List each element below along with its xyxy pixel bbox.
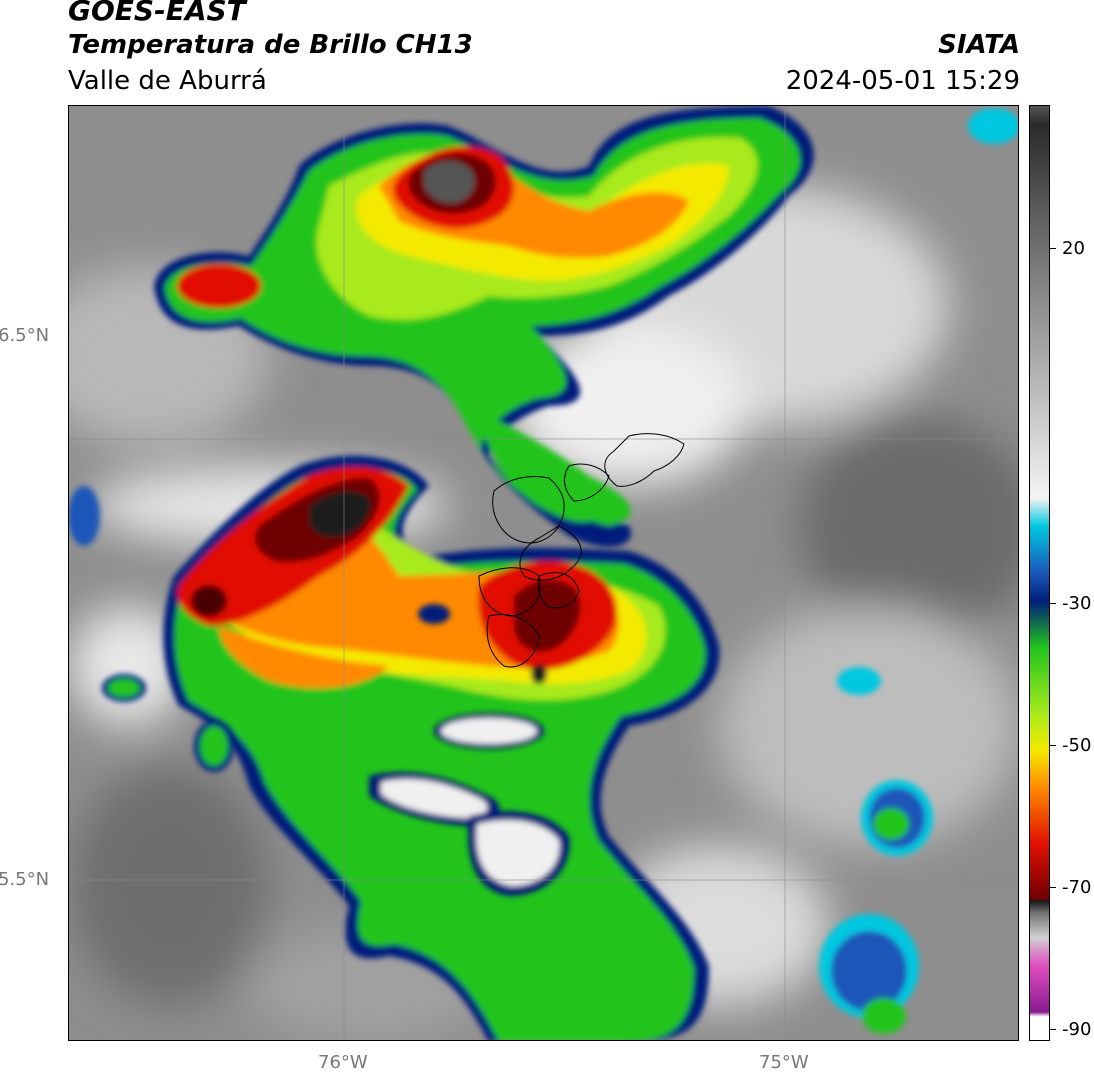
south-darkred-east (514, 579, 581, 652)
boundary-south-3 (537, 572, 580, 609)
hole-1-inner (441, 718, 537, 744)
boundary-south-2 (486, 613, 540, 668)
municipal-boundaries (478, 433, 685, 668)
isolated-cells (69, 108, 1018, 1034)
boundary-central (519, 525, 582, 581)
north-grey-overshoot (424, 161, 475, 204)
cb-tick-minus90 (1050, 1029, 1056, 1030)
cb-label-minus90: -90 (1062, 1019, 1092, 1040)
temperature-colorbar (1029, 105, 1050, 1041)
agency-label: SIATA (938, 30, 1020, 60)
small-hole (418, 604, 450, 624)
cb-tick-minus50 (1050, 745, 1056, 746)
region-subtitle: Valle de Aburrá (68, 66, 267, 96)
south-west-darkred-cell (191, 585, 227, 617)
satellite-map[interactable] (68, 105, 1019, 1041)
south-black-overshoot (531, 664, 547, 684)
boundary-north-2 (563, 463, 610, 502)
boundary-north (604, 433, 685, 487)
north-west-red-cell (177, 264, 261, 308)
boundary-south-1 (478, 567, 541, 617)
gridlines (69, 106, 1018, 1040)
hole-3-inner (476, 820, 560, 886)
cb-tick-20 (1050, 248, 1056, 249)
south-black-core (309, 491, 371, 538)
warm-holes (369, 604, 570, 896)
cb-label-minus30: -30 (1062, 593, 1092, 614)
cb-tick-minus70 (1050, 887, 1056, 888)
satellite-title: GOES-EAST (68, 0, 246, 27)
timestamp-label: 2024-05-01 15:29 (785, 66, 1020, 96)
cell-ne-cyan (968, 108, 1018, 144)
cell-east-cyan (837, 667, 881, 695)
cell-west-1-inner (108, 679, 140, 697)
cb-label-minus50: -50 (1062, 735, 1092, 756)
lon-label-76: 76°W (318, 1052, 368, 1073)
brightness-temperature-field (69, 106, 1018, 1040)
product-title: Temperatura de Brillo CH13 (68, 30, 473, 60)
cb-label-minus70: -70 (1062, 877, 1092, 898)
cloud-system-north (154, 106, 814, 547)
lat-label-6.5: 6.5°N (0, 325, 50, 346)
cell-se-1-core (873, 808, 909, 840)
corridor-green (469, 406, 631, 526)
hole-2-inner (381, 779, 488, 818)
cb-label-20: 20 (1062, 238, 1085, 259)
lat-label-5.5: 5.5°N (0, 869, 50, 890)
cell-west-2-inner (200, 726, 228, 766)
cell-se-2-core (862, 998, 906, 1034)
lon-label-75: 75°W (759, 1052, 809, 1073)
cell-se-2-blue (831, 931, 907, 1011)
south-orange-lower (219, 626, 389, 689)
cell-west-edge (69, 486, 100, 546)
cb-tick-minus30 (1050, 603, 1056, 604)
